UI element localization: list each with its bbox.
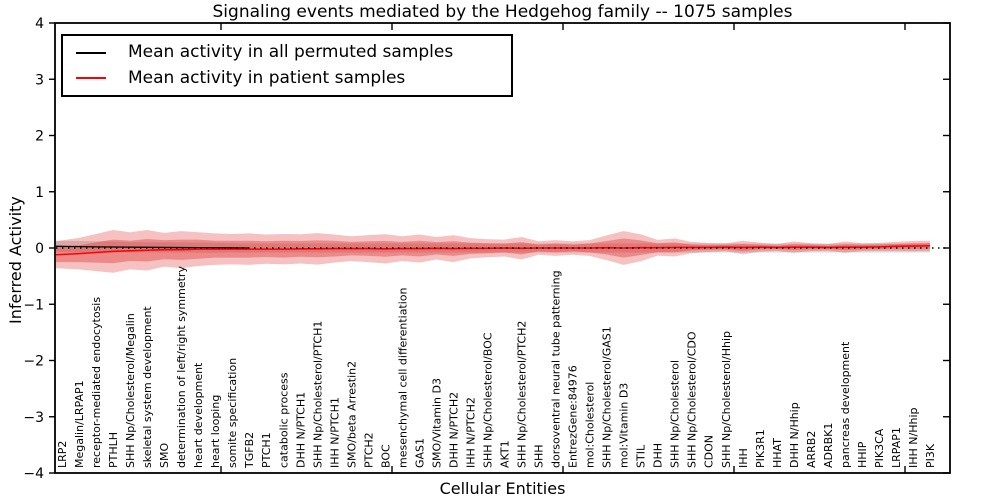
x-tick-label: STIL (635, 444, 648, 468)
patient-std-outer-band (56, 230, 930, 273)
patient-mean-line (55, 244, 931, 256)
x-tick-label: TGFB2 (243, 432, 256, 469)
x-tick-label: IHH (737, 448, 750, 468)
x-tick-label: heart development (192, 362, 205, 468)
legend-label-permuted: Mean activity in all permuted samples (128, 42, 454, 63)
x-tick-label: DHH (652, 443, 665, 468)
x-tick-label: SMO/beta Arrestin2 (345, 361, 358, 468)
x-tick-label: DHH N/PTCH1 (294, 392, 307, 468)
x-tick-label: PTHLH (107, 432, 120, 468)
x-tick-label: IHH N/PTCH1 (328, 397, 341, 468)
x-tick-label: SHH Np/Cholesterol (669, 360, 682, 468)
x-tick-label: SMO (158, 443, 171, 468)
x-tick-label: determination of left/right symmetry (175, 266, 188, 468)
y-tick-label: 1 (35, 185, 44, 201)
y-tick-label: 2 (35, 129, 44, 145)
y-tick-label: 0 (35, 241, 44, 257)
x-tick-label: GAS1 (413, 438, 426, 468)
x-tick-label: heart looping (209, 395, 222, 468)
x-tick-label: SHH Np/Cholesterol/GAS1 (601, 326, 614, 468)
x-tick-label: DHH N/Hhip (788, 402, 801, 468)
x-tick-label: DHH N/PTCH2 (447, 392, 460, 468)
x-tick-label: BOC (379, 444, 392, 468)
x-tick-label: SHH Np/Cholesterol/Hhip (720, 331, 733, 468)
x-tick-label: SMO/Vitamin D3 (430, 378, 443, 468)
x-tick-label: PTCH1 (260, 432, 273, 468)
x-tick-label: PTCH2 (362, 432, 375, 468)
x-tick-label: mesenchymal cell differentiation (396, 287, 409, 468)
x-axis-label: Cellular Entities (439, 479, 566, 498)
x-tick-label: skeletal system development (141, 306, 154, 468)
x-tick-label: HHIP (856, 441, 869, 468)
y-axis-label: Inferred Activity (6, 196, 25, 324)
x-tick-label: SHH Np/Cholesterol/CDO (686, 331, 699, 468)
y-tick-label: −3 (23, 410, 44, 426)
patient-std-inner-band (56, 238, 930, 264)
x-tick-label: PIK3CA (873, 428, 886, 468)
x-tick-label: SHH Np/Cholesterol/BOC (481, 332, 494, 468)
x-tick-label: SHH Np/Cholesterol/PTCH2 (516, 321, 529, 468)
x-tick-label: HHAT (771, 438, 784, 468)
x-tick-label: mol:Cholesterol (584, 382, 597, 468)
legend-line-sample-patient (76, 77, 106, 80)
x-tick-label: SHH Np/Cholesterol/PTCH1 (311, 321, 324, 468)
x-tick-label: pancreas development (839, 341, 852, 468)
x-tick-label: SHH Np/Cholesterol/Megalin (124, 313, 137, 468)
legend-line-sample-permuted (76, 51, 106, 54)
x-tick-label: PI3K (924, 443, 937, 468)
x-tick-label: Megalin/LRPAP1 (73, 380, 86, 468)
legend-entry-permuted: Mean activity in all permuted samples (63, 44, 511, 61)
x-tick-label: EntrezGene:84976 (567, 365, 580, 468)
x-tick-label: AKT1 (499, 440, 512, 468)
y-tick-label: 4 (35, 16, 44, 32)
x-tick-label: dorsoventral neural tube patterning (550, 270, 563, 468)
x-tick-label: catabolic process (277, 372, 290, 468)
x-tick-label: ARRB2 (805, 431, 818, 468)
chart-title: Signaling events mediated by the Hedgeho… (212, 2, 793, 22)
x-tick-label: receptor-mediated endocytosis (90, 297, 103, 468)
x-tick-label: SHH (533, 444, 546, 468)
legend-label-patient: Mean activity in patient samples (128, 67, 406, 88)
y-tick-label: −1 (23, 297, 44, 313)
legend-entry-patient: Mean activity in patient samples (63, 67, 511, 88)
x-tick-label: ADRBK1 (822, 423, 835, 468)
y-tick-label: 3 (35, 72, 44, 88)
legend: Mean activity in all permuted samples Me… (61, 34, 513, 97)
x-tick-label: IHH N/Hhip (907, 407, 920, 468)
x-tick-label: IHH N/PTCH2 (464, 397, 477, 468)
x-tick-label: LRPAP1 (890, 427, 903, 468)
y-tick-label: −2 (23, 354, 44, 370)
x-tick-label: mol:Vitamin D3 (618, 383, 631, 468)
x-tick-label: PIK3R1 (754, 429, 767, 468)
x-tick-label: somite specification (226, 358, 239, 468)
x-tick-label: CDON (703, 435, 716, 468)
y-tick-label: −4 (23, 466, 44, 482)
x-tick-label: LRP2 (56, 441, 69, 468)
